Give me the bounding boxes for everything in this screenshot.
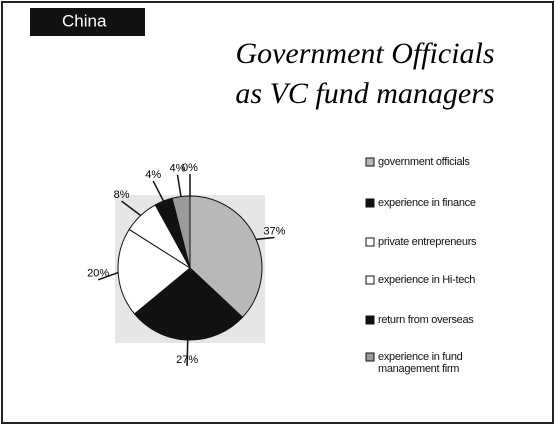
- data-label: 4%: [170, 163, 186, 175]
- data-label: 0%: [182, 162, 198, 174]
- legend-swatch: [365, 157, 375, 167]
- leader-line: [186, 339, 189, 366]
- badge: China: [62, 11, 107, 30]
- legend-label: return from overseas: [378, 314, 474, 326]
- legend-label: experience in finance: [378, 197, 476, 209]
- legend-swatch: [365, 237, 375, 247]
- pie-slice: [117, 228, 191, 315]
- legend-swatch: [365, 198, 375, 208]
- legend-label: private entrepreneurs: [378, 236, 477, 248]
- title-line: as VC fund managers: [235, 77, 494, 110]
- legend-label: government officials: [378, 156, 470, 168]
- data-label: 4%: [145, 169, 161, 181]
- data-label: 37%: [263, 225, 285, 237]
- pie-slice: [189, 195, 263, 318]
- badge-box: [30, 8, 145, 36]
- data-label: 27%: [176, 354, 198, 366]
- leader-line: [255, 236, 275, 241]
- title-line: Government Officials: [235, 37, 494, 70]
- leader-line: [152, 180, 165, 202]
- leader-line: [97, 271, 119, 281]
- data-label: 8%: [114, 189, 130, 201]
- legend-swatch: [365, 275, 375, 285]
- legend-label: experience in fund management firm: [378, 351, 463, 375]
- leader-line: [121, 200, 142, 217]
- legend-swatch: [365, 352, 375, 362]
- leader-line: [176, 174, 182, 197]
- legend-swatch: [365, 315, 375, 325]
- data-label: 20%: [87, 268, 109, 280]
- legend-label: experience in Hi-tech: [378, 274, 476, 286]
